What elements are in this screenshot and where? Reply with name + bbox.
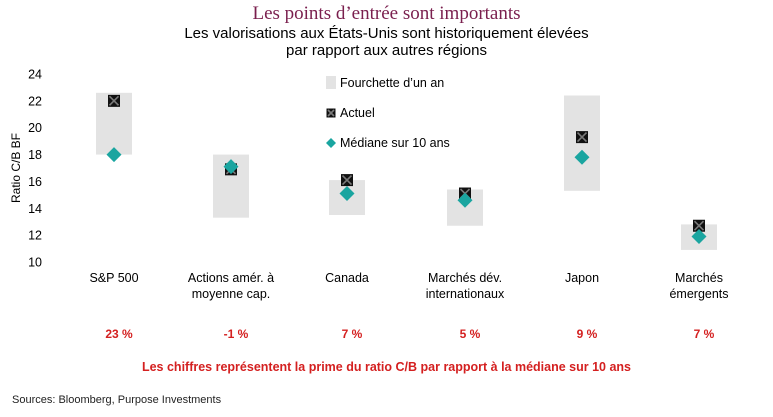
current-point <box>341 174 353 187</box>
current-point <box>576 131 588 144</box>
premium-label: 7 % <box>342 327 363 341</box>
median-point <box>339 186 355 202</box>
subtitle-line-2: par rapport aux autres régions <box>286 42 487 59</box>
chart-subtitle: Les valorisations aux États-Unis sont hi… <box>0 25 773 59</box>
x-category-label: Japon <box>565 271 599 285</box>
y-axis-ticks: 10 12 14 16 18 20 22 24 Ratio C/B BF <box>9 68 42 270</box>
median-point <box>223 159 239 175</box>
chart-legend: Fourchette d’un an Actuel Médiane sur 10 a… <box>326 76 450 150</box>
subtitle-line-1: Les valorisations aux États-Unis sont hi… <box>184 25 589 42</box>
y-tick-label: 18 <box>28 148 42 162</box>
source-note: Sources: Bloomberg, Purpose Investments <box>12 394 222 406</box>
y-tick-label: 10 <box>28 256 42 270</box>
x-category-label: Marchés dév. <box>428 271 502 285</box>
footnote: Les chiffres représentent la prime du ra… <box>141 360 632 374</box>
y-tick-label: 24 <box>28 68 42 82</box>
x-category-label: internationaux <box>426 287 505 301</box>
x-category-label: émergents <box>669 287 728 301</box>
x-category-label: Actions amér. à <box>188 271 274 285</box>
current-point <box>108 94 120 107</box>
current-marker-cross <box>341 175 353 186</box>
current-marker-cross <box>108 95 120 106</box>
legend-median-label: Médiane sur 10 ans <box>340 136 450 150</box>
median-point <box>574 149 590 165</box>
y-tick-label: 16 <box>28 175 42 189</box>
current-point <box>693 219 705 232</box>
x-category-label: moyenne cap. <box>192 287 271 301</box>
median-point <box>106 147 122 163</box>
y-tick-label: 12 <box>28 229 42 243</box>
x-category-label: Canada <box>325 271 369 285</box>
legend-current-swatch <box>326 108 336 118</box>
y-tick-label: 20 <box>28 121 42 135</box>
legend-range-label: Fourchette d’un an <box>340 76 444 90</box>
range-bar <box>564 95 600 191</box>
legend-median-swatch <box>326 138 336 148</box>
premium-label: 7 % <box>694 327 715 341</box>
chart-title: Les points d’entrée sont importants <box>252 3 521 24</box>
current-marker-cross <box>327 109 335 117</box>
x-category-label: Marchés <box>675 271 723 285</box>
y-axis-label: Ratio C/B BF <box>9 133 23 203</box>
median-point <box>457 192 473 208</box>
chart-marks: S&P 500 Actions amér. à moyenne cap. Canada… <box>89 92 729 341</box>
premium-label: 23 % <box>105 327 133 341</box>
premium-label: 9 % <box>577 327 598 341</box>
x-category-label: S&P 500 <box>89 271 138 285</box>
current-marker-cross <box>693 220 705 231</box>
median-point <box>691 228 707 244</box>
current-marker-cross <box>576 132 588 143</box>
legend-range-swatch <box>326 76 336 89</box>
legend-current-label: Actuel <box>340 106 375 120</box>
premium-label: -1 % <box>224 327 249 341</box>
y-tick-label: 22 <box>28 94 42 108</box>
premium-label: 5 % <box>460 327 481 341</box>
y-tick-label: 14 <box>28 202 42 216</box>
